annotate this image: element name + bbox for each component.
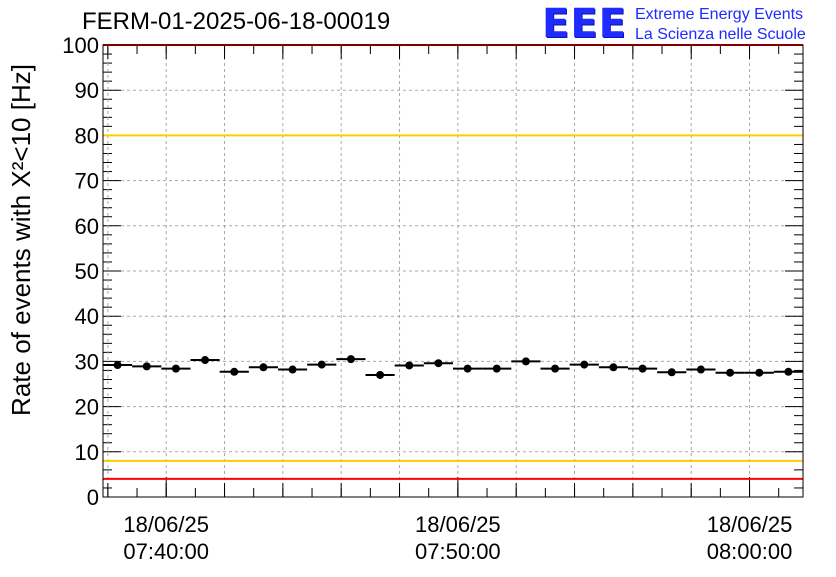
data-point [726,368,735,377]
data-point [230,367,239,376]
y-tick-label: 60 [75,214,99,239]
eee-logo-mark: EEE [542,1,627,47]
data-point [463,364,472,373]
logo-line-2: La Scienza nelle Scuole [634,26,806,43]
data-point [551,364,560,373]
data-point [696,365,705,374]
eee-logo-text: Extreme Energy Events La Scienza nelle S… [635,5,806,45]
y-tick-label: 40 [75,304,99,329]
data-point [521,357,530,366]
x-tick-date-label: 18/06/25 [123,512,209,537]
x-tick-time-label: 07:50:00 [415,539,501,564]
data-point [259,363,268,372]
y-tick-label: 0 [87,485,99,510]
y-axis-label: Rate of events with X²<10 [Hz] [6,64,36,416]
data-point [638,364,647,373]
data-point [580,360,589,369]
data-point [142,362,151,371]
data-point [405,361,414,370]
data-point [201,356,210,365]
x-tick-date-label: 18/06/25 [415,512,501,537]
data-point [492,364,501,373]
x-tick-time-label: 07:40:00 [123,539,209,564]
data-point [288,365,297,374]
plot-frame [102,44,804,498]
y-tick-label: 20 [75,395,99,420]
y-tick-label: 50 [75,259,99,284]
data-point [609,363,618,372]
x-tick-time-label: 08:00:00 [707,539,793,564]
data-point [113,361,122,370]
eee-logo: EEE Extreme Energy Events La Scienza nel… [542,2,806,46]
y-tick-label: 70 [75,169,99,194]
data-point [784,367,793,376]
y-tick-label: 30 [75,349,99,374]
data-point [317,360,326,369]
logo-line-1: Extreme Energy Events [634,6,804,23]
y-tick-label: 100 [62,33,99,58]
data-point [434,359,443,368]
data-point [171,364,180,373]
data-point [346,355,355,364]
y-tick-label: 80 [75,123,99,148]
data-point [755,368,764,377]
data-point [667,368,676,377]
chart-title: FERM-01-2025-06-18-00019 [82,8,391,35]
y-tick-label: 10 [75,440,99,465]
y-tick-label: 90 [75,78,99,103]
data-point [376,370,385,379]
x-tick-date-label: 18/06/25 [707,512,793,537]
